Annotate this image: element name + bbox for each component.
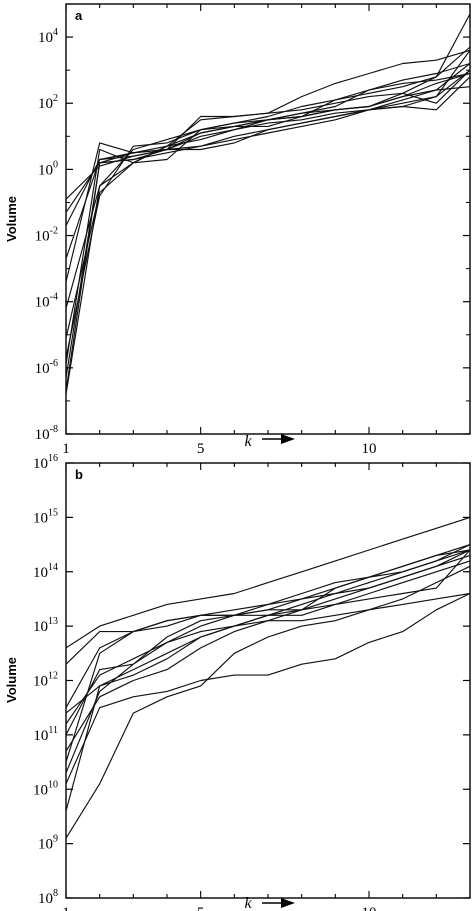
series-line-2 [65, 13, 471, 359]
series-line-11 [65, 592, 471, 812]
plot-frame [65, 462, 471, 899]
x-tick-label: 5 [197, 905, 205, 911]
series-line-9 [65, 76, 471, 213]
y-tick-label: 1012 [33, 671, 58, 690]
y-tick-label: 1011 [33, 725, 58, 744]
y-tick-label: 1010 [33, 779, 58, 798]
series-line-2 [65, 549, 471, 665]
series-line-10 [65, 544, 471, 725]
plot-frame [65, 3, 471, 435]
series-line-12 [65, 49, 471, 392]
panel-label: b [75, 467, 83, 482]
series-line-1 [65, 516, 471, 649]
chart-panel-b: 108 109 1010 1011 1012 1013 1014 1015 1016 1 5 10 k V… [4, 453, 471, 911]
chart-panel-a: 10-8 10-6 10-4 10-2 100 102 104 1 5 10 k Volume a [4, 3, 471, 457]
y-tick-label: 1016 [33, 453, 58, 472]
y-tick-label: 10-4 [35, 292, 58, 311]
series-line-11 [65, 62, 471, 365]
x-tick-label: 5 [197, 441, 205, 457]
x-axis-label: k [244, 895, 252, 911]
y-axis-label: Volume [4, 196, 19, 242]
x-tick-label: 10 [362, 905, 377, 911]
y-tick-label: 100 [38, 159, 58, 178]
y-tick-label: 108 [38, 888, 58, 907]
y-tick-label: 10-6 [35, 358, 58, 377]
series-line-9 [65, 560, 471, 774]
x-axis-arrow-head [281, 898, 295, 908]
series-line-1 [65, 46, 471, 378]
x-tick-label: 10 [362, 441, 377, 457]
y-tick-label: 102 [38, 93, 58, 112]
x-axis-arrow-head [281, 434, 295, 444]
series-line-4 [65, 549, 471, 736]
y-tick-label: 104 [38, 27, 58, 46]
series-line-10 [65, 69, 471, 395]
y-tick-label: 1015 [33, 507, 58, 526]
x-axis-label: k [244, 433, 252, 450]
y-tick-label: 109 [38, 834, 58, 853]
series-line-7 [65, 63, 471, 226]
series-line-6 [65, 554, 471, 752]
x-tick-label: 1 [62, 441, 70, 457]
series-line-12 [65, 544, 471, 763]
y-axis-label: Volume [4, 657, 19, 703]
x-tick-label: 1 [62, 905, 70, 911]
series-line-8 [65, 49, 471, 200]
y-tick-label: 1014 [33, 562, 58, 581]
series-line-3 [65, 86, 471, 339]
series-line-8 [65, 565, 471, 839]
panel-label: a [75, 8, 83, 23]
series-line-4 [65, 72, 471, 309]
y-tick-label: 1013 [33, 616, 58, 635]
series-line-7 [65, 592, 471, 785]
y-tick-label: 10-8 [35, 424, 58, 443]
y-tick-label: 10-2 [35, 226, 58, 245]
